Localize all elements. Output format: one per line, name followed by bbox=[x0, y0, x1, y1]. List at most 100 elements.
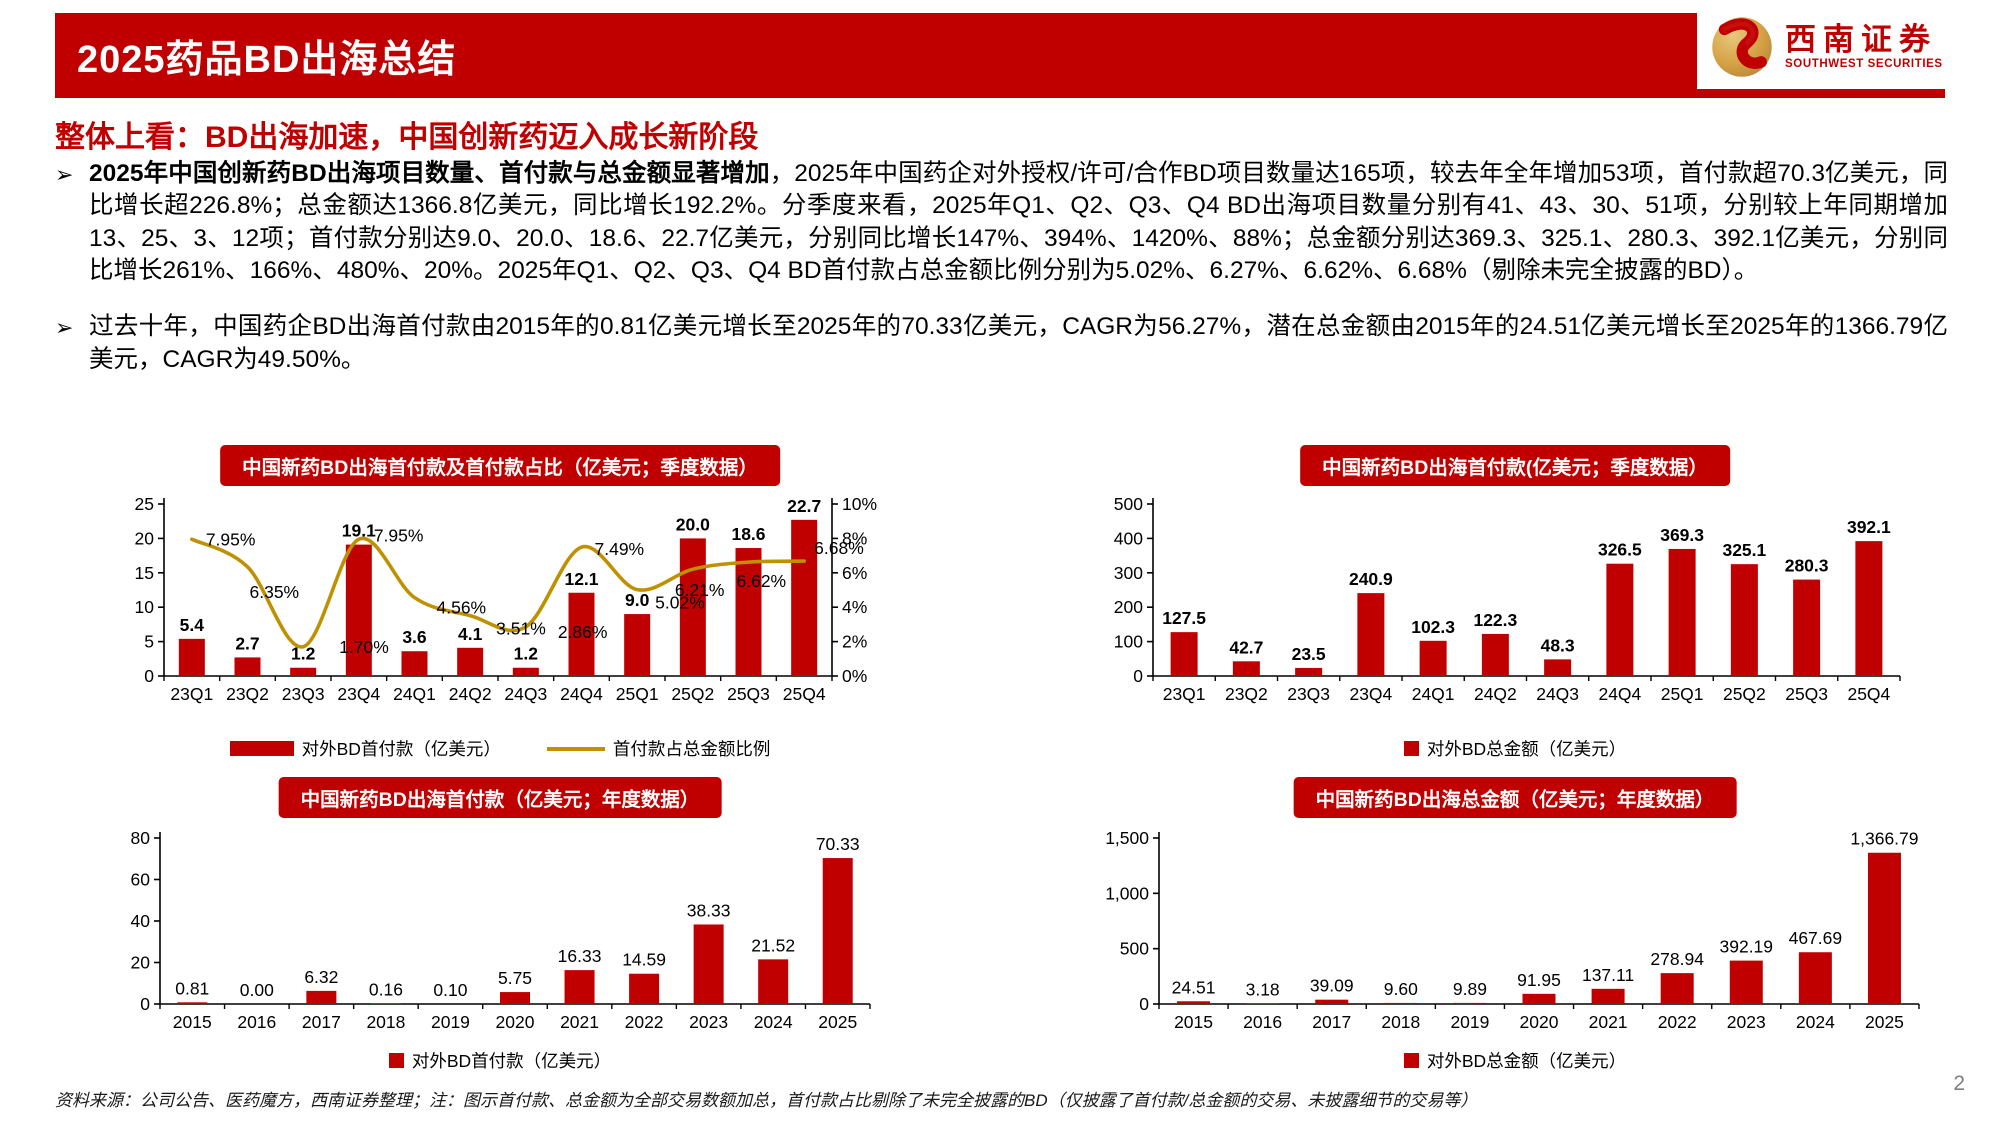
x-axis-category-label: 2021 bbox=[560, 1012, 599, 1032]
bar bbox=[512, 667, 539, 676]
line-point-label: 4.56% bbox=[437, 598, 487, 618]
bar-value-label: 0.10 bbox=[433, 980, 467, 1000]
bar-value-label: 20.0 bbox=[676, 514, 710, 534]
bar bbox=[457, 647, 484, 676]
x-axis-category-label: 24Q3 bbox=[1536, 684, 1579, 704]
legend-line-swatch-icon bbox=[546, 746, 605, 751]
x-axis-category-label: 25Q3 bbox=[1785, 684, 1828, 704]
y2-axis-tick-label: 2% bbox=[842, 632, 867, 652]
bar bbox=[1315, 999, 1349, 1004]
legend-label: 对外BD总金额（亿美元） bbox=[1426, 739, 1627, 759]
x-axis-category-label: 2023 bbox=[1727, 1012, 1766, 1032]
source-note: 资料来源：公司公告、医药魔方，西南证券整理；注：图示首付款、总金额为全部交易数额… bbox=[55, 1091, 1478, 1110]
logo-sphere-icon bbox=[1712, 17, 1772, 77]
bar bbox=[822, 858, 853, 1004]
bar bbox=[1867, 852, 1901, 1004]
y-axis-tick-label: 10 bbox=[135, 597, 155, 617]
y2-axis-tick-label: 0% bbox=[842, 666, 867, 686]
bar-value-label: 6.32 bbox=[304, 967, 338, 987]
header-underline bbox=[1697, 89, 1945, 98]
bar bbox=[1591, 988, 1625, 1004]
x-axis-category-label: 25Q2 bbox=[671, 684, 714, 704]
bar-value-label: 1,366.79 bbox=[1850, 829, 1918, 849]
x-axis-category-label: 25Q2 bbox=[1723, 684, 1766, 704]
bar bbox=[791, 519, 818, 676]
bar bbox=[1855, 541, 1883, 676]
line-point-label: 6.21% bbox=[675, 580, 725, 600]
x-axis-category-label: 2023 bbox=[689, 1012, 728, 1032]
x-axis-category-label: 24Q2 bbox=[1474, 684, 1517, 704]
x-axis-category-label: 2015 bbox=[1174, 1012, 1213, 1032]
x-axis-category-label: 24Q2 bbox=[449, 684, 492, 704]
line-point-label: 6.62% bbox=[737, 571, 787, 591]
header-bar: 2025药品BD出海总结 bbox=[55, 13, 1697, 98]
x-axis-category-label: 2016 bbox=[1243, 1012, 1282, 1032]
y2-axis-tick-label: 6% bbox=[842, 563, 867, 583]
bullet-text: 2025年中国创新药BD出海项目数量、首付款与总金额显著增加，2025年中国药企… bbox=[89, 158, 1948, 287]
x-axis-category-label: 2020 bbox=[1520, 1012, 1559, 1032]
bar-value-label: 278.94 bbox=[1650, 949, 1704, 969]
x-axis-category-label: 2015 bbox=[173, 1012, 212, 1032]
bar-value-label: 467.69 bbox=[1789, 928, 1843, 948]
bar-value-label: 3.6 bbox=[402, 627, 427, 647]
bar-value-label: 122.3 bbox=[1473, 610, 1517, 630]
bar bbox=[345, 544, 372, 676]
bar-value-label: 392.19 bbox=[1720, 937, 1774, 957]
bullet-lead-bold: 2025年中国创新药BD出海项目数量、首付款与总金额显著增加 bbox=[89, 160, 770, 187]
page-title: 2025药品BD出海总结 bbox=[77, 39, 457, 81]
bar bbox=[1606, 563, 1634, 676]
x-axis-category-label: 2025 bbox=[1865, 1012, 1904, 1032]
bar-value-label: 42.7 bbox=[1229, 637, 1263, 657]
bullet-item-1: ➢ 2025年中国创新药BD出海项目数量、首付款与总金额显著增加，2025年中国… bbox=[55, 158, 1948, 287]
line-point-label: 5.02% bbox=[655, 593, 705, 613]
y-axis-tick-label: 300 bbox=[1114, 563, 1143, 583]
line-point-label: 6.35% bbox=[250, 582, 300, 602]
legend-label: 对外BD首付款（亿美元） bbox=[411, 1051, 612, 1071]
y-axis-tick-label: 40 bbox=[131, 911, 151, 931]
bar-value-label: 1.2 bbox=[514, 644, 539, 664]
y2-axis-tick-label: 10% bbox=[842, 494, 877, 514]
legend-item: 首付款占总金额比例 bbox=[546, 736, 771, 761]
bar-value-label: 0.00 bbox=[240, 980, 274, 1000]
bar bbox=[1357, 593, 1385, 676]
bar-value-label: 137.11 bbox=[1582, 965, 1634, 985]
bar-value-label: 19.1 bbox=[342, 521, 376, 541]
x-axis-category-label: 24Q4 bbox=[560, 684, 603, 704]
x-axis-category-label: 2024 bbox=[1796, 1012, 1835, 1032]
logo-text: 西南证券 SOUTHWEST SECURITIES bbox=[1785, 24, 1943, 70]
bar bbox=[1730, 564, 1758, 676]
x-axis-category-label: 25Q4 bbox=[783, 684, 826, 704]
x-axis-category-label: 23Q3 bbox=[282, 684, 325, 704]
chart-annual-upfront: 中国新药BD出海首付款（亿美元；年度数据） 80 60 40 20 0 2015 2016 2… bbox=[100, 772, 900, 1077]
chart-title-banner: 中国新药BD出海首付款及首付款占比（亿美元；季度数据） bbox=[220, 445, 780, 486]
chart-annual-total-amount: 中国新药BD出海总金额（亿美元；年度数据） 1,500 1,000 500 0 2015… bbox=[1075, 772, 1955, 1077]
axes: 500 400 300 200 100 0 23Q1 23Q2 23Q3 23Q4 24Q1 24Q2… bbox=[1114, 494, 1901, 704]
legend-label: 首付款占总金额比例 bbox=[612, 739, 771, 759]
bullet-body: 过去十年，中国药企BD出海首付款由2015年的0.81亿美元增长至2025年的7… bbox=[89, 313, 1948, 373]
x-axis-category-label: 2019 bbox=[1450, 1012, 1489, 1032]
legend-label: 对外BD总金额（亿美元） bbox=[1426, 1051, 1627, 1071]
y2-axis-tick-label: 8% bbox=[842, 528, 867, 548]
bar-series: 0.81 0.00 6.32 0.16 0.10 5.75 16.33 14.59 38.33 2… bbox=[175, 834, 860, 1004]
y-axis-tick-label: 0 bbox=[1133, 666, 1143, 686]
bar bbox=[1729, 960, 1763, 1004]
bar bbox=[758, 959, 789, 1004]
line-point-label: 7.49% bbox=[595, 539, 645, 559]
bar bbox=[679, 538, 706, 676]
x-axis-category-label: 25Q1 bbox=[616, 684, 659, 704]
chart-legend: 对外BD首付款（亿美元） 首付款占总金额比例 bbox=[100, 736, 900, 761]
bar-value-label: 48.3 bbox=[1541, 635, 1575, 655]
bullet-arrow-icon: ➢ bbox=[55, 162, 74, 187]
y-axis-tick-label: 0 bbox=[1139, 994, 1149, 1014]
y-axis-tick-label: 500 bbox=[1114, 494, 1143, 514]
chart-title-banner: 中国新药BD出海首付款（亿美元；年度数据） bbox=[278, 777, 722, 818]
y-axis-tick-label: 200 bbox=[1114, 597, 1143, 617]
bar-value-label: 18.6 bbox=[731, 524, 765, 544]
legend-item: 对外BD总金额（亿美元） bbox=[1403, 1048, 1627, 1073]
line-point-label: 6.68% bbox=[814, 538, 864, 558]
bar bbox=[568, 592, 595, 676]
page-number: 2 bbox=[1953, 1072, 1965, 1095]
bar bbox=[629, 973, 660, 1004]
x-axis-category-label: 23Q4 bbox=[1349, 684, 1392, 704]
line-point-label: 2.86% bbox=[558, 622, 608, 642]
